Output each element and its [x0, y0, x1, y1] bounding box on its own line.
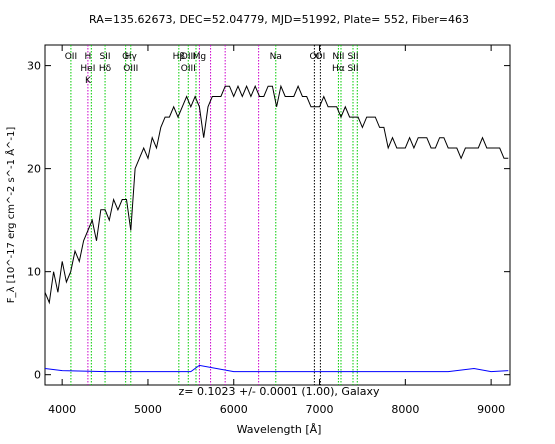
line-label: SII	[347, 64, 358, 74]
plot-title: RA=135.62673, DEC=52.04779, MJD=51992, P…	[89, 13, 469, 26]
x-axis-label: Wavelength [Å]	[237, 423, 322, 436]
x-tick-label: 5000	[134, 403, 162, 416]
y-axis-label: F_λ [10^-17 erg cm^-2 s^-1 Å^-1]	[4, 127, 17, 304]
line-markers	[70, 45, 358, 385]
x-tick-label: 4000	[48, 403, 76, 416]
series-error	[44, 364, 509, 373]
line-label: Na	[270, 52, 282, 62]
series-group	[44, 84, 509, 373]
line-label: OIII	[181, 52, 196, 62]
line-label: H	[85, 52, 92, 62]
x-tick-label: 7000	[306, 403, 334, 416]
x-tick-label: 6000	[220, 403, 248, 416]
line-label: Hα	[332, 64, 345, 74]
line-label: OIII	[123, 64, 138, 74]
redshift-annotation: z= 0.1023 +/- 0.0001 (1.00), Galaxy	[179, 385, 380, 398]
line-label: G	[122, 52, 129, 62]
axis-ticks: 4000 5000 6000 7000 8000 9000 0 10 20 30	[27, 45, 510, 416]
line-label: Mg	[193, 52, 206, 62]
line-label: Hγ	[125, 52, 138, 62]
series-flux	[44, 84, 509, 305]
x-tick-label: 9000	[477, 403, 505, 416]
line-label: OI	[310, 52, 320, 62]
line-label: SII	[100, 52, 111, 62]
line-label: OII	[65, 52, 77, 62]
line-label: Hβ	[173, 52, 186, 62]
line-label: NII	[332, 52, 344, 62]
line-label: SII	[347, 52, 358, 62]
y-tick-label: 30	[27, 60, 41, 73]
line-label: K	[85, 76, 92, 86]
line-label: OIII	[181, 64, 196, 74]
y-tick-label: 10	[27, 266, 41, 279]
x-tick-label: 8000	[391, 403, 419, 416]
y-tick-label: 0	[34, 369, 41, 382]
plot-frame	[44, 44, 511, 386]
line-label: HeI	[80, 64, 95, 74]
line-label: OI	[316, 52, 326, 62]
line-label: Hδ	[99, 64, 112, 74]
y-tick-label: 20	[27, 163, 41, 176]
